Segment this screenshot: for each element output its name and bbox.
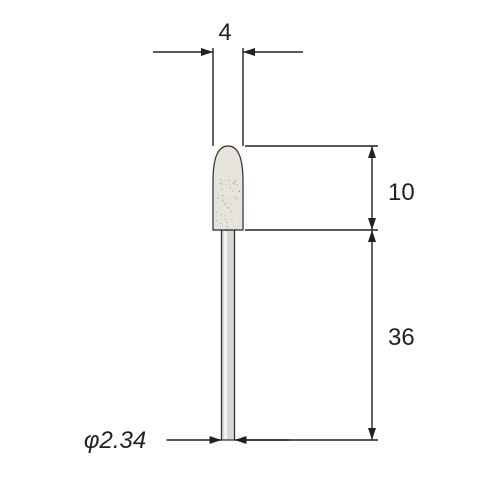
dimension-drawing: 4 10 36 φ2.34 bbox=[0, 0, 500, 500]
tip bbox=[213, 146, 243, 230]
shaft bbox=[222, 230, 235, 440]
dim-top-width-label: 4 bbox=[218, 19, 231, 46]
shaft-highlight bbox=[224, 231, 227, 439]
tool-object bbox=[213, 146, 243, 440]
dim-shaft-height-label: 36 bbox=[388, 324, 415, 351]
dim-diameter-label: φ2.34 bbox=[84, 427, 146, 454]
dim-tip-height-label: 10 bbox=[388, 179, 415, 206]
